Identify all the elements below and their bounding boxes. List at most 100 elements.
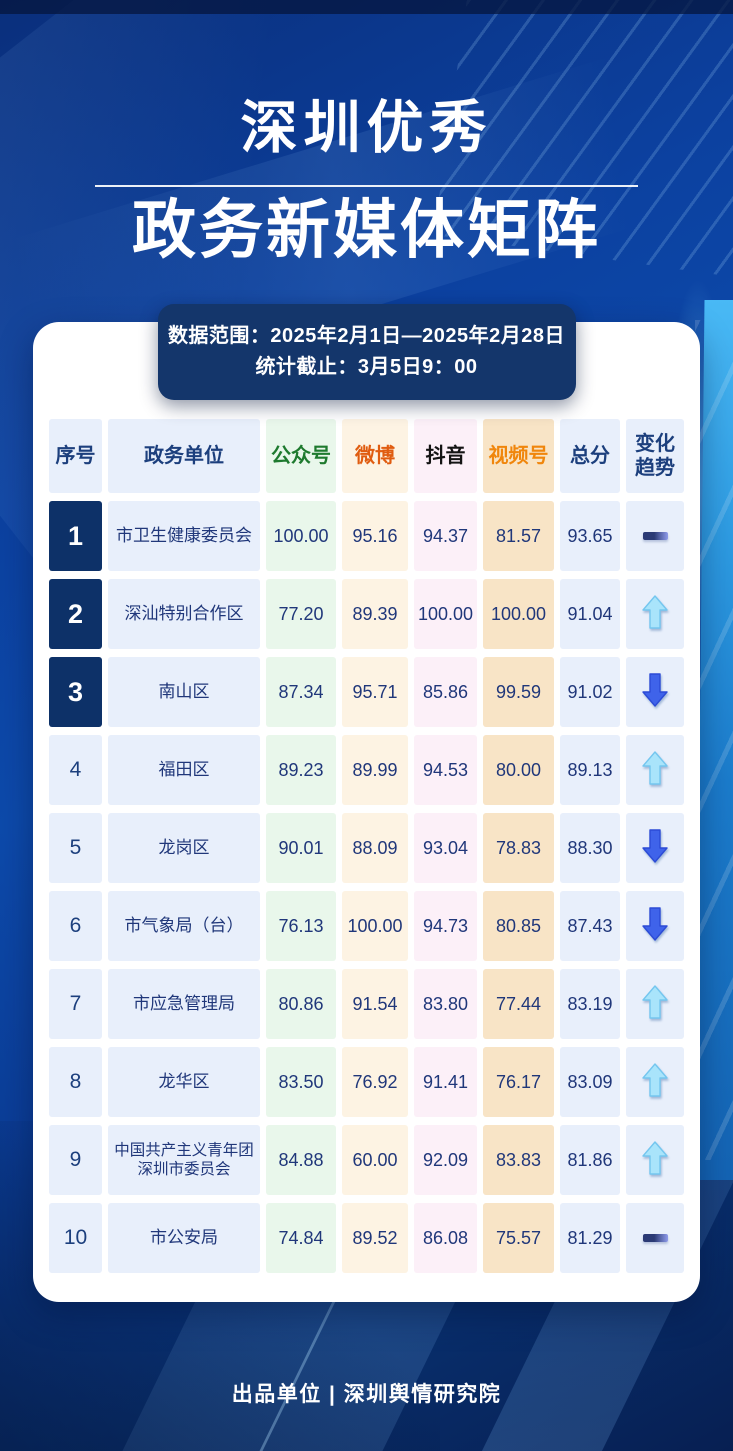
title-divider: [95, 185, 638, 187]
sph-score-cell: 77.44: [483, 969, 554, 1039]
dy-score-cell: 92.09: [414, 1125, 477, 1195]
gzh-score-cell: 83.50: [266, 1047, 336, 1117]
dy-score-cell: 94.73: [414, 891, 477, 961]
trend-cell: [626, 969, 684, 1039]
wb-score-cell: 60.00: [342, 1125, 408, 1195]
dy-score-cell: 86.08: [414, 1203, 477, 1273]
gzh-score-cell: 100.00: [266, 501, 336, 571]
org-cell: 市卫生健康委员会: [108, 501, 260, 571]
up-arrow-icon: [642, 750, 668, 790]
wb-score-cell: 100.00: [342, 891, 408, 961]
sph-score-cell: 80.00: [483, 735, 554, 805]
dy-score-cell: 94.37: [414, 501, 477, 571]
rank-cell: 4: [49, 735, 102, 805]
dy-score-cell: 85.86: [414, 657, 477, 727]
total-score-cell: 91.02: [560, 657, 620, 727]
rank-cell: 8: [49, 1047, 102, 1117]
column-header-wb: 微博: [342, 419, 408, 493]
total-score-cell: 81.86: [560, 1125, 620, 1195]
total-score-cell: 81.29: [560, 1203, 620, 1273]
date-range-text: 数据范围：2025年2月1日—2025年2月28日: [167, 325, 566, 347]
org-cell: 市气象局（台）: [108, 891, 260, 961]
gzh-score-cell: 87.34: [266, 657, 336, 727]
dy-score-cell: 94.53: [414, 735, 477, 805]
total-score-cell: 87.43: [560, 891, 620, 961]
page-title-line2: 政务新媒体矩阵: [132, 194, 601, 266]
total-score-cell: 91.04: [560, 579, 620, 649]
date-range-badge: 数据范围：2025年2月1日—2025年2月28日 统计截止：3月5日9：00: [157, 304, 576, 400]
gzh-score-cell: 89.23: [266, 735, 336, 805]
org-cell: 福田区: [108, 735, 260, 805]
rank-cell: 3: [49, 657, 102, 727]
bg-top-strip: [0, 0, 733, 14]
down-arrow-icon: [642, 828, 668, 868]
total-score-cell: 93.65: [560, 501, 620, 571]
wb-score-cell: 89.99: [342, 735, 408, 805]
wb-score-cell: 95.16: [342, 501, 408, 571]
stats-cutoff-text: 统计截止：3月5日9：00: [255, 356, 478, 378]
up-arrow-icon: [642, 984, 668, 1024]
total-score-cell: 83.19: [560, 969, 620, 1039]
up-arrow-icon: [642, 594, 668, 634]
bg-cyan-band: [695, 300, 733, 1180]
sph-score-cell: 78.83: [483, 813, 554, 883]
org-cell: 龙华区: [108, 1047, 260, 1117]
dy-score-cell: 93.04: [414, 813, 477, 883]
sph-score-cell: 75.57: [483, 1203, 554, 1273]
ranking-table: 序号 政务单位 公众号 微博 抖音 视频号 总分 变化趋势 1 市卫生健康委员会 100.00 95.…: [49, 419, 684, 1273]
trend-cell: [626, 891, 684, 961]
trend-cell: [626, 1047, 684, 1117]
up-arrow-icon: [642, 1140, 668, 1180]
org-cell: 中国共产主义青年团深圳市委员会: [108, 1125, 260, 1195]
flat-dash-icon: [642, 527, 668, 545]
dy-score-cell: 91.41: [414, 1047, 477, 1117]
org-cell: 南山区: [108, 657, 260, 727]
column-header-gzh: 公众号: [266, 419, 336, 493]
down-arrow-icon: [642, 906, 668, 946]
trend-cell: [626, 1203, 684, 1273]
trend-cell: [626, 501, 684, 571]
wb-score-cell: 95.71: [342, 657, 408, 727]
dy-score-cell: 100.00: [414, 579, 477, 649]
rank-cell: 1: [49, 501, 102, 571]
rank-cell: 5: [49, 813, 102, 883]
flat-dash-icon: [642, 1229, 668, 1247]
column-header-rank: 序号: [49, 419, 102, 493]
wb-score-cell: 76.92: [342, 1047, 408, 1117]
wb-score-cell: 89.39: [342, 579, 408, 649]
rank-cell: 9: [49, 1125, 102, 1195]
sph-score-cell: 83.83: [483, 1125, 554, 1195]
rank-cell: 7: [49, 969, 102, 1039]
gzh-score-cell: 76.13: [266, 891, 336, 961]
dy-score-cell: 83.80: [414, 969, 477, 1039]
trend-cell: [626, 813, 684, 883]
sph-score-cell: 80.85: [483, 891, 554, 961]
gzh-score-cell: 80.86: [266, 969, 336, 1039]
org-cell: 市公安局: [108, 1203, 260, 1273]
sph-score-cell: 99.59: [483, 657, 554, 727]
trend-cell: [626, 1125, 684, 1195]
sph-score-cell: 81.57: [483, 501, 554, 571]
wb-score-cell: 88.09: [342, 813, 408, 883]
up-arrow-icon: [642, 1062, 668, 1102]
rank-cell: 2: [49, 579, 102, 649]
org-cell: 市应急管理局: [108, 969, 260, 1039]
sph-score-cell: 76.17: [483, 1047, 554, 1117]
gzh-score-cell: 90.01: [266, 813, 336, 883]
bg-cyan-band-stripes: [695, 320, 733, 1160]
trend-cell: [626, 579, 684, 649]
gzh-score-cell: 74.84: [266, 1203, 336, 1273]
footer-credit: 出品单位 | 深圳舆情研究院: [231, 1383, 502, 1406]
page-title-line1: 深圳优秀: [240, 96, 493, 160]
org-cell: 龙岗区: [108, 813, 260, 883]
column-header-sph: 视频号: [483, 419, 554, 493]
gzh-score-cell: 77.20: [266, 579, 336, 649]
total-score-cell: 89.13: [560, 735, 620, 805]
trend-cell: [626, 657, 684, 727]
column-header-org: 政务单位: [108, 419, 260, 493]
org-cell: 深汕特别合作区: [108, 579, 260, 649]
total-score-cell: 83.09: [560, 1047, 620, 1117]
column-header-total: 总分: [560, 419, 620, 493]
down-arrow-icon: [642, 672, 668, 712]
